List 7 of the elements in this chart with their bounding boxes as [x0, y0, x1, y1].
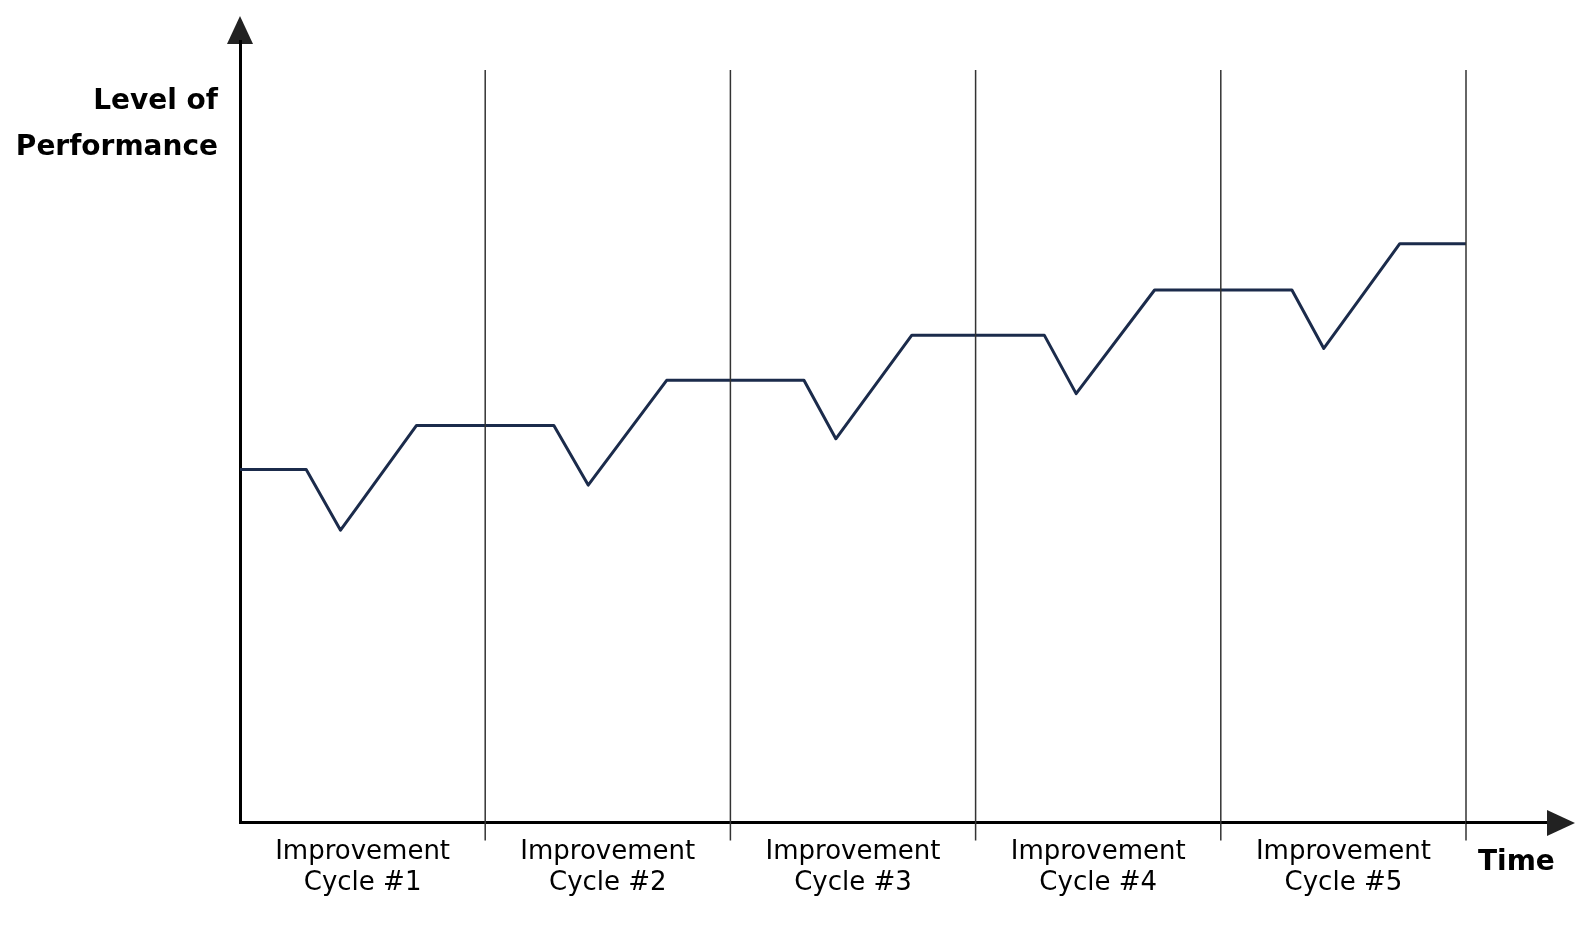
x-tick-label: Improvement Cycle #5 — [1255, 834, 1431, 897]
x-tick-label: Improvement Cycle #3 — [765, 834, 941, 897]
x-tick-label: Improvement Cycle #4 — [1010, 834, 1186, 897]
x-tick-label: Improvement Cycle #2 — [520, 834, 696, 897]
y-axis-title: Level of Performance — [15, 83, 219, 163]
x-axis-title: Time — [1478, 843, 1555, 877]
x-tick-label: Improvement Cycle #1 — [275, 834, 451, 897]
